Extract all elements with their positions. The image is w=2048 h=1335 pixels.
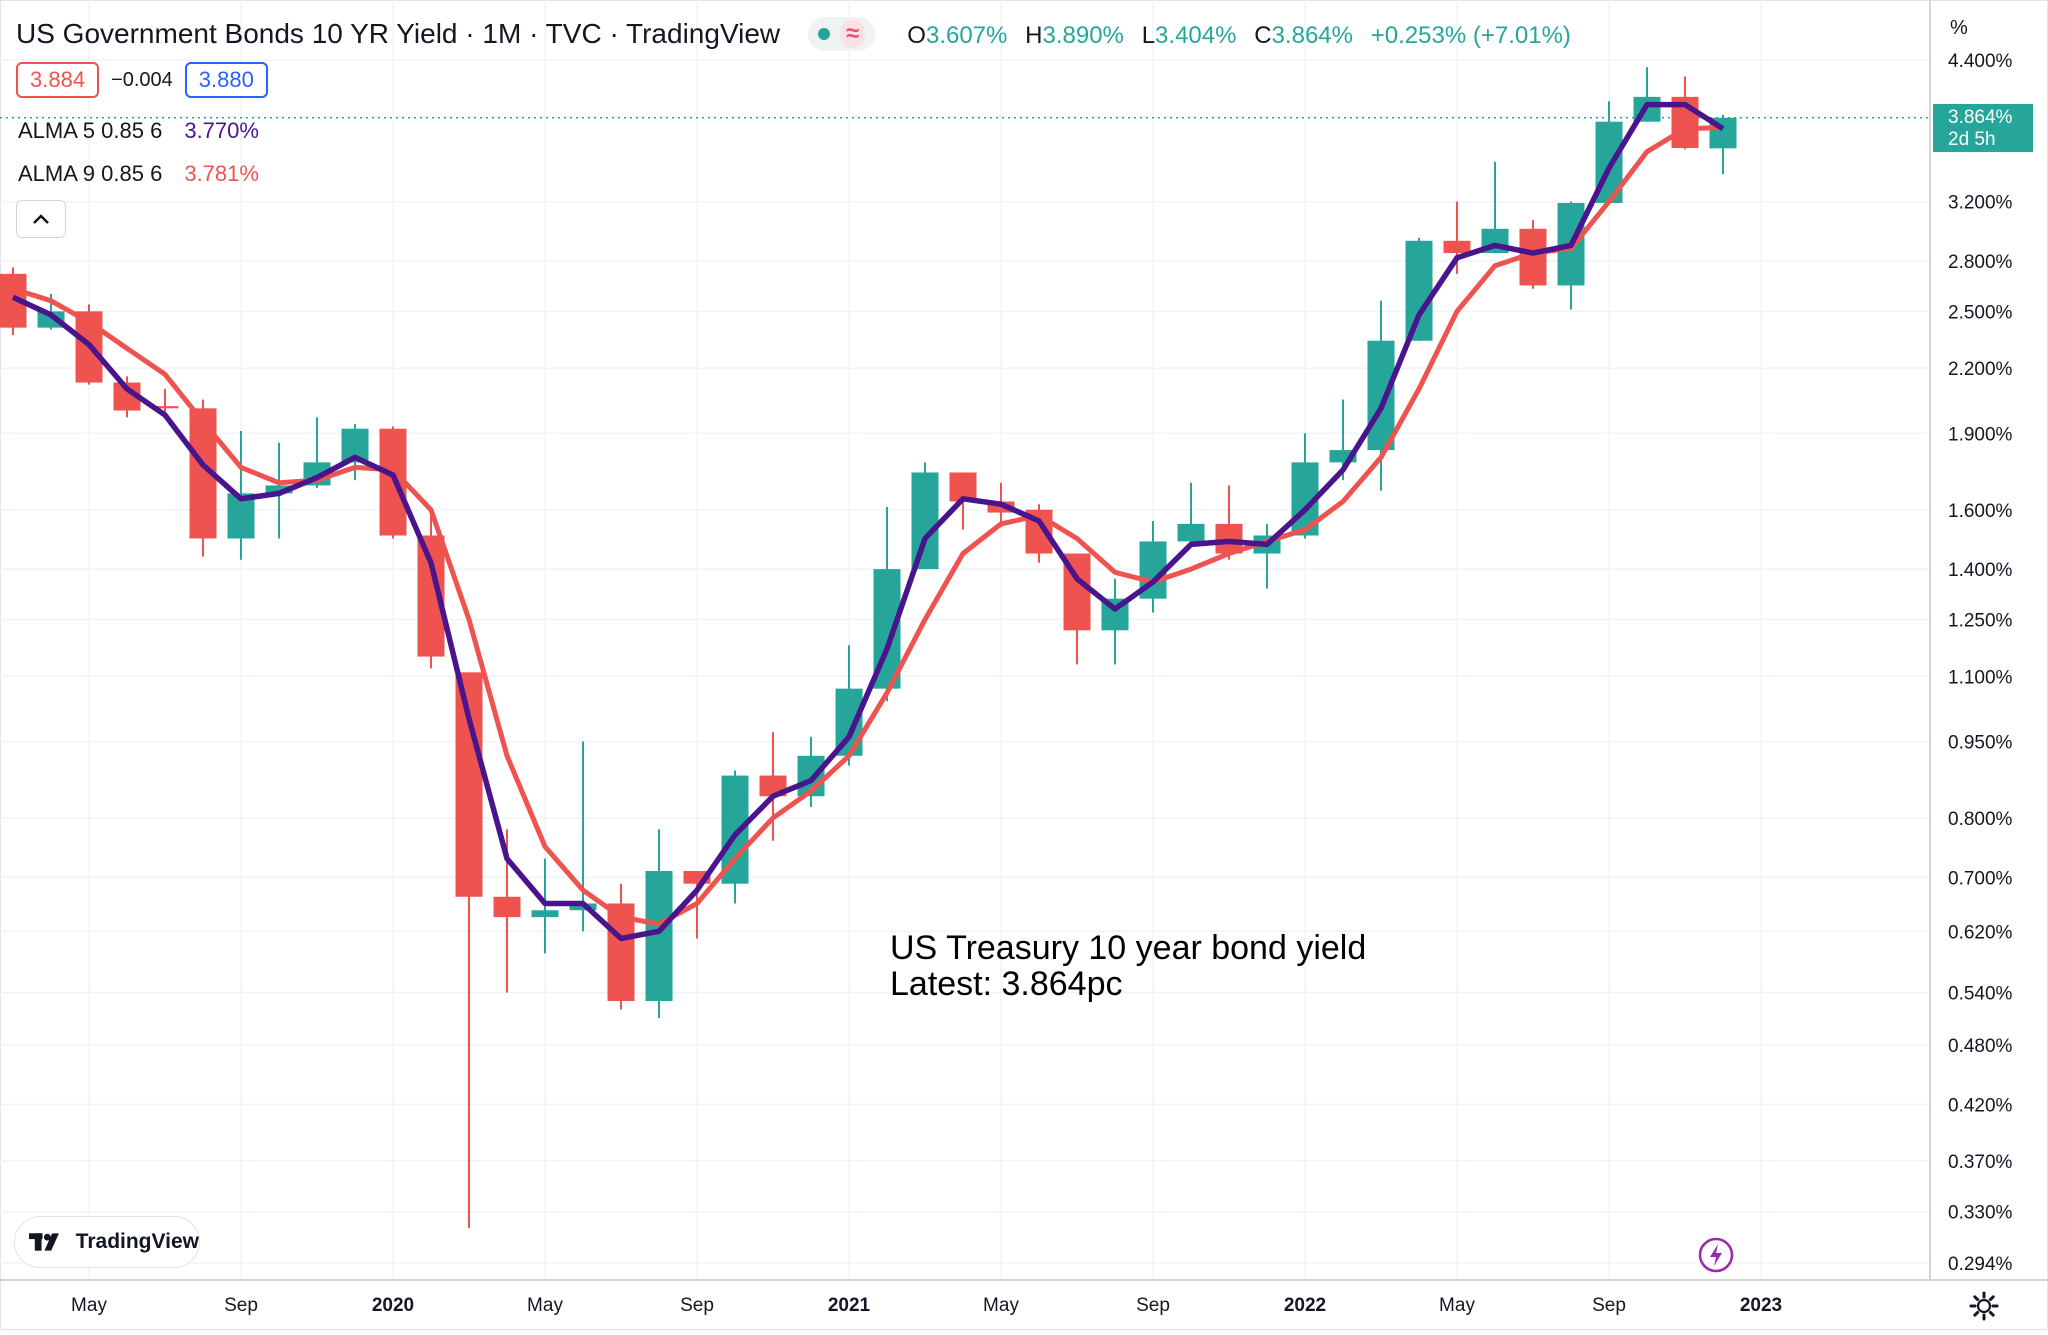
- candle: [151, 388, 179, 416]
- market-status-pill[interactable]: ≈: [808, 17, 876, 51]
- ohlc-open-value: 3.607%: [925, 22, 1008, 49]
- indicator-name: ALMA 5 0.85 6: [18, 118, 163, 143]
- indicator-value: 3.770%: [184, 118, 259, 143]
- price-axis-tick-label: 1.400%: [1948, 560, 2013, 581]
- spread-value: −0.004: [111, 68, 173, 91]
- time-axis-tick-label: 2022: [1284, 1295, 1326, 1316]
- candle-body: [151, 406, 179, 409]
- time-axis-tick-label: Sep: [1592, 1295, 1626, 1316]
- moving-averages: [11, 101, 1725, 942]
- tradingview-logo-icon: [29, 1233, 59, 1251]
- price-axis-tick-label: 2.200%: [1948, 359, 2013, 380]
- candle-body: [265, 485, 293, 494]
- time-axis-tick-label: Sep: [224, 1295, 258, 1316]
- candle-body: [1367, 340, 1395, 451]
- price-axis-tick-label: 0.420%: [1948, 1095, 2013, 1116]
- candle-body: [455, 672, 483, 897]
- candle: [1367, 300, 1395, 491]
- delayed-data-icon: ≈: [840, 20, 866, 48]
- flash-icon: [1698, 1237, 1734, 1273]
- time-axis-tick-label: May: [527, 1295, 563, 1316]
- chart-grid: [0, 0, 1930, 1280]
- tradingview-logo-text: TradingView: [75, 1230, 199, 1253]
- buy-price-button[interactable]: 3.880: [184, 62, 268, 98]
- flash-button[interactable]: [1698, 1237, 1734, 1273]
- ohlc-open-label: O: [907, 22, 926, 49]
- ohlc-low-value: 3.404%: [1155, 22, 1237, 49]
- time-axis-tick-label: Sep: [680, 1295, 714, 1316]
- chart-settings-button[interactable]: [1969, 1291, 1999, 1321]
- price-axis-tick-label: 0.950%: [1948, 733, 2013, 754]
- time-axis: May Sep 2020 May Sep 2021 May Sep 2022 May Sep 2023: [71, 1295, 1782, 1316]
- candle: [1405, 237, 1433, 341]
- alma5-line: [11, 101, 1725, 942]
- time-axis-tick-label: 2020: [372, 1295, 414, 1316]
- candle-body: [531, 910, 559, 918]
- indicator-legend-alma5[interactable]: ALMA 5 0.85 6 3.770%: [18, 118, 259, 144]
- alma9-line: [12, 125, 1724, 927]
- ohlc-close-value: 3.864%: [1271, 22, 1353, 49]
- sell-price-button[interactable]: 3.884: [16, 62, 100, 98]
- annotation-line-2: Latest: 3.864pc: [890, 965, 1123, 1003]
- price-axis-tick-label: 0.540%: [1948, 984, 2013, 1005]
- time-axis-tick-label: 2023: [1740, 1295, 1782, 1316]
- time-axis-tick-label: 2021: [828, 1295, 871, 1316]
- price-axis-tick-label: 0.330%: [1948, 1203, 2013, 1224]
- tradingview-logo-badge[interactable]: TradingView: [14, 1216, 200, 1268]
- price-axis-tick-label: 0.800%: [1948, 809, 2013, 830]
- candle: [911, 462, 939, 570]
- last-price-value: 3.864%: [1948, 106, 2013, 128]
- collapse-legend-button[interactable]: [16, 200, 66, 238]
- symbol-title[interactable]: US Government Bonds 10 YR Yield · 1M · T…: [16, 18, 781, 49]
- price-axis-tick-label: 2.500%: [1948, 302, 2013, 323]
- price-axis-tick-label: 1.250%: [1948, 611, 2013, 632]
- candle-body: [493, 896, 521, 918]
- annotation-line-1: US Treasury 10 year bond yield: [890, 929, 1367, 967]
- indicator-legend-alma9[interactable]: ALMA 9 0.85 6 3.781%: [18, 161, 259, 187]
- bar-countdown: 2d 5h: [1948, 128, 1996, 150]
- price-axis-tick-label: 3.200%: [1948, 193, 2013, 214]
- last-price-label: 3.864% 2d 5h: [1933, 103, 2033, 152]
- candle-body: [645, 870, 673, 1001]
- chevron-up-icon: [33, 214, 49, 224]
- ohlc-high-label: H: [1025, 22, 1043, 49]
- candle: [1177, 482, 1205, 545]
- candle-body: [911, 472, 939, 570]
- price-axis-tick-label: 0.294%: [1948, 1254, 2013, 1275]
- price-axis-unit: %: [1950, 17, 1968, 39]
- time-axis-tick-label: Sep: [1136, 1295, 1170, 1316]
- price-axis: 4.400% 3.200% 2.800% 2.500% 2.200% 1.900% 1.60…: [1948, 51, 2013, 1275]
- bid-ask-row: 3.884 −0.004 3.880: [16, 62, 268, 98]
- price-axis-tick-label: 1.100%: [1948, 667, 2013, 688]
- ohlc-high-value: 3.890%: [1042, 22, 1124, 49]
- indicator-value: 3.781%: [184, 161, 259, 186]
- candle-body: [1443, 240, 1471, 254]
- ohlc-low-label: L: [1141, 22, 1156, 49]
- price-axis-tick-label: 2.800%: [1948, 252, 2013, 273]
- price-axis-tick-label: 4.400%: [1948, 51, 2013, 72]
- market-status-dot-icon: [818, 28, 831, 40]
- price-axis-tick-label: 0.620%: [1948, 922, 2013, 943]
- time-axis-tick-label: May: [1439, 1295, 1475, 1316]
- time-axis-tick-label: May: [983, 1295, 1019, 1316]
- symbol-title-bar[interactable]: US Government Bonds 10 YR Yield · 1M · T…: [16, 14, 1571, 54]
- ohlc-values: O3.607% H3.890% L3.404% C3.864% +0.253% …: [897, 18, 1571, 50]
- price-axis-tick-label: 1.900%: [1948, 424, 2013, 445]
- price-axis-tick-label: 0.480%: [1948, 1036, 2013, 1057]
- ohlc-close-label: C: [1254, 22, 1272, 49]
- price-axis-tick-label: 1.600%: [1948, 501, 2013, 522]
- candle-body: [1405, 240, 1433, 341]
- chart-annotation-text[interactable]: US Treasury 10 year bond yield Latest: 3…: [890, 930, 1366, 1002]
- candle-body: [1177, 523, 1205, 542]
- price-axis-tick-label: 0.370%: [1948, 1152, 2013, 1173]
- gear-icon: [1969, 1291, 1999, 1321]
- ohlc-change-value: +0.253% (+7.01%): [1370, 22, 1571, 49]
- indicator-name: ALMA 9 0.85 6: [18, 161, 163, 186]
- price-axis-tick-label: 0.700%: [1948, 868, 2013, 889]
- time-axis-tick-label: May: [71, 1295, 107, 1316]
